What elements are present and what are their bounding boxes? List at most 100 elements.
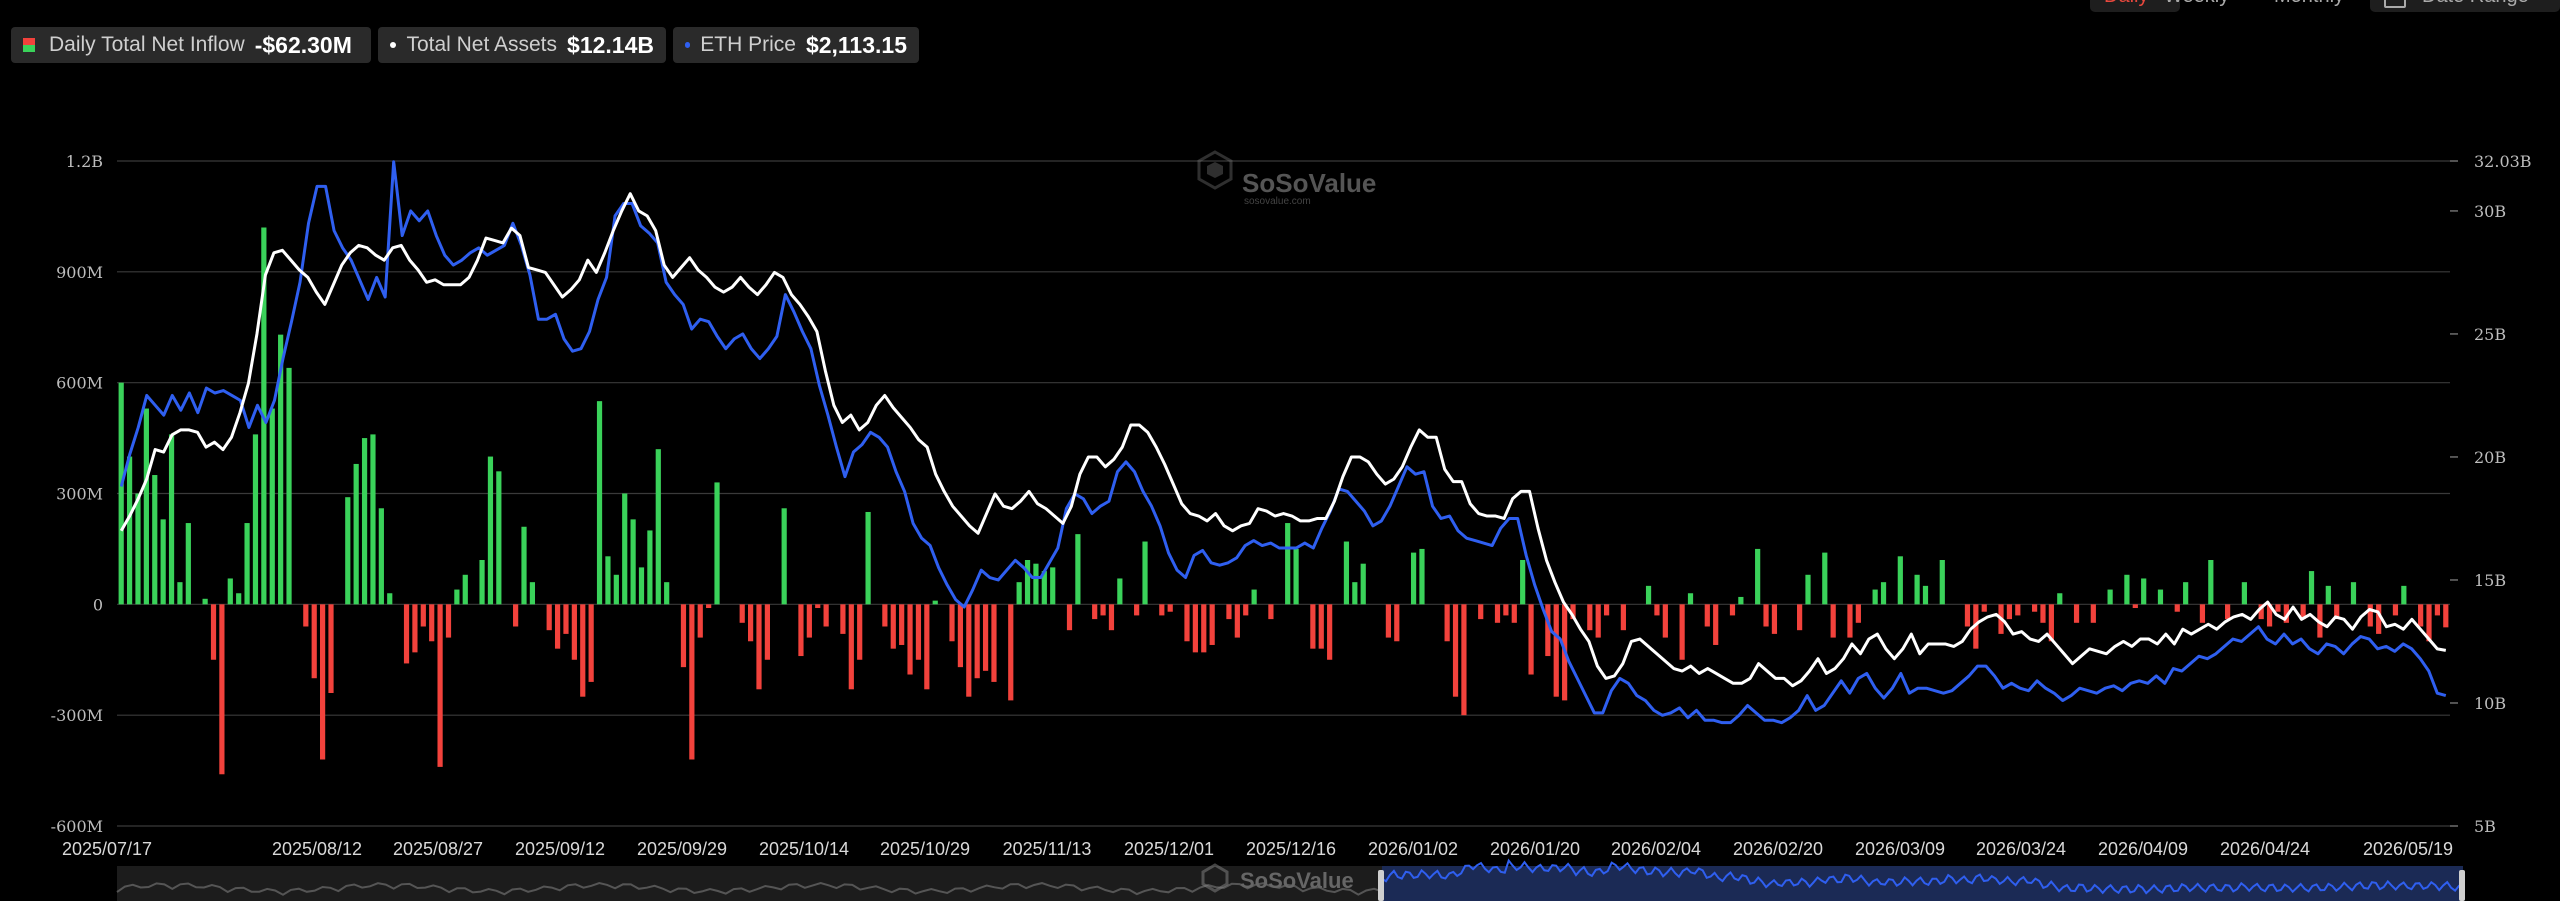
inflow-bar bbox=[143, 408, 149, 605]
svg-text:sosovalue.com: sosovalue.com bbox=[1244, 196, 1311, 207]
inflow-bar bbox=[764, 604, 770, 660]
inflow-bar bbox=[1410, 552, 1417, 605]
inflow-bar bbox=[1226, 604, 1232, 620]
inflow-bar bbox=[529, 582, 536, 605]
grid-lines bbox=[117, 160, 2450, 827]
inflow-bar bbox=[756, 604, 762, 690]
inflow-bar bbox=[1209, 604, 1215, 645]
legend-assets-value: $12.14B bbox=[567, 31, 654, 58]
right-tick-label: 25B bbox=[2474, 325, 2506, 344]
inflow-bar bbox=[706, 604, 712, 609]
inflow-bar bbox=[2392, 604, 2399, 616]
inflow-bar bbox=[924, 604, 930, 690]
x-tick-label: 2026/03/09 bbox=[1855, 839, 1945, 859]
inflow-bar bbox=[1033, 563, 1039, 605]
inflow-bar bbox=[689, 604, 695, 760]
inflow-bar bbox=[890, 604, 896, 649]
svg-text:SoSoValue: SoSoValue bbox=[1242, 168, 1376, 198]
inflow-bar bbox=[1797, 604, 1803, 631]
inflow-bar bbox=[1805, 574, 1811, 605]
inflow-bar bbox=[554, 604, 561, 649]
inflow-bar bbox=[1452, 604, 1459, 697]
inflow-bar bbox=[387, 593, 393, 605]
inflow-bar bbox=[2418, 604, 2424, 627]
inflow-bar bbox=[1142, 541, 1148, 605]
inflow-bar bbox=[1897, 556, 1903, 605]
left-tick-label: 0 bbox=[93, 595, 103, 614]
inflow-bar bbox=[1075, 534, 1081, 605]
inflow-bar bbox=[1293, 548, 1299, 605]
inflow-bar bbox=[479, 560, 485, 605]
inflow-bar bbox=[1553, 604, 1559, 697]
inflow-bar bbox=[1234, 604, 1240, 638]
inflow-bar bbox=[1511, 604, 1517, 623]
inflow-bar bbox=[966, 604, 972, 697]
x-tick-label: 2025/12/16 bbox=[1246, 839, 1336, 859]
inflow-bar bbox=[2334, 604, 2340, 620]
navigator-right-handle[interactable] bbox=[2459, 870, 2465, 901]
x-tick-label: 2026/05/19 bbox=[2363, 839, 2453, 859]
inflow-bar bbox=[2300, 604, 2306, 620]
inflow-bar bbox=[1595, 604, 1601, 638]
inflow-bar bbox=[1461, 604, 1467, 716]
weekly-tab[interactable]: Weekly bbox=[2150, 0, 2256, 12]
inflow-bar bbox=[2376, 604, 2382, 634]
inflow-bar bbox=[378, 508, 384, 605]
right-tick-label: 32.03B bbox=[2474, 152, 2532, 171]
inflow-bar bbox=[487, 456, 494, 605]
inflow-bar bbox=[168, 434, 175, 605]
legend-eth-price[interactable]: ETH Price $2,113.15 bbox=[673, 27, 919, 63]
inflow-bar bbox=[1016, 582, 1022, 605]
inflow-bar bbox=[252, 434, 259, 605]
inflow-bar bbox=[2266, 604, 2273, 627]
left-tick-label: 1.2B bbox=[66, 152, 103, 171]
legend-daily-inflow[interactable]: Daily Total Net Inflow -$62.30M bbox=[11, 27, 371, 63]
inflow-bar bbox=[496, 471, 502, 605]
inflow-bar bbox=[2325, 585, 2331, 605]
navigator-left-handle[interactable] bbox=[1378, 870, 1384, 901]
x-tick-label: 2025/08/12 bbox=[272, 839, 362, 859]
inflow-bar bbox=[1008, 604, 1014, 701]
inflow-bar bbox=[697, 604, 703, 638]
inflow-bar bbox=[210, 604, 217, 660]
inflow-bar bbox=[1419, 548, 1425, 605]
legend-assets-label: Total Net Assets bbox=[406, 33, 558, 56]
inflow-bar bbox=[236, 593, 242, 605]
legend-inflow-swatch bbox=[23, 38, 35, 52]
monthly-tab[interactable]: Monthly bbox=[2260, 0, 2362, 12]
inflow-bar bbox=[1738, 596, 1744, 605]
date-range-button[interactable]: Date Range bbox=[2370, 0, 2560, 12]
inflow-bar bbox=[563, 604, 569, 634]
inflow-bar bbox=[1318, 604, 1324, 649]
inflow-bar bbox=[588, 604, 594, 682]
inflow-bar bbox=[915, 604, 922, 660]
inflow-bar bbox=[1880, 582, 1887, 605]
range-navigator[interactable]: SoSoValue bbox=[116, 858, 2465, 901]
inflow-bar bbox=[160, 519, 166, 605]
inflow-bar bbox=[2258, 604, 2264, 620]
inflow-bar bbox=[2426, 604, 2432, 642]
inflow-bar bbox=[655, 449, 661, 605]
inflow-bar bbox=[1327, 604, 1333, 660]
inflow-bar bbox=[286, 367, 292, 605]
inflow-bar bbox=[1520, 560, 1526, 605]
inflow-bar bbox=[1603, 604, 1610, 616]
inflow-bar bbox=[2225, 604, 2231, 620]
inflow-bar bbox=[865, 511, 871, 605]
inflow-bar bbox=[2174, 604, 2180, 612]
inflow-bar bbox=[1050, 567, 1056, 605]
legend-total-net-assets[interactable]: Total Net Assets $12.14B bbox=[378, 27, 666, 63]
inflow-bar bbox=[1394, 604, 1400, 642]
inflow-bar bbox=[1352, 582, 1358, 605]
inflow-bar bbox=[429, 604, 435, 642]
inflow-bar bbox=[580, 604, 586, 697]
inflow-bar bbox=[571, 604, 577, 660]
inflow-bar bbox=[2124, 574, 2130, 605]
inflow-bar bbox=[1620, 604, 1626, 631]
inflow-bar bbox=[1192, 604, 1198, 653]
eth-price-line bbox=[119, 160, 2447, 725]
legend-eth-swatch bbox=[685, 42, 691, 48]
daily-tab[interactable]: Daily bbox=[2090, 0, 2180, 12]
inflow-bar bbox=[1385, 604, 1391, 638]
